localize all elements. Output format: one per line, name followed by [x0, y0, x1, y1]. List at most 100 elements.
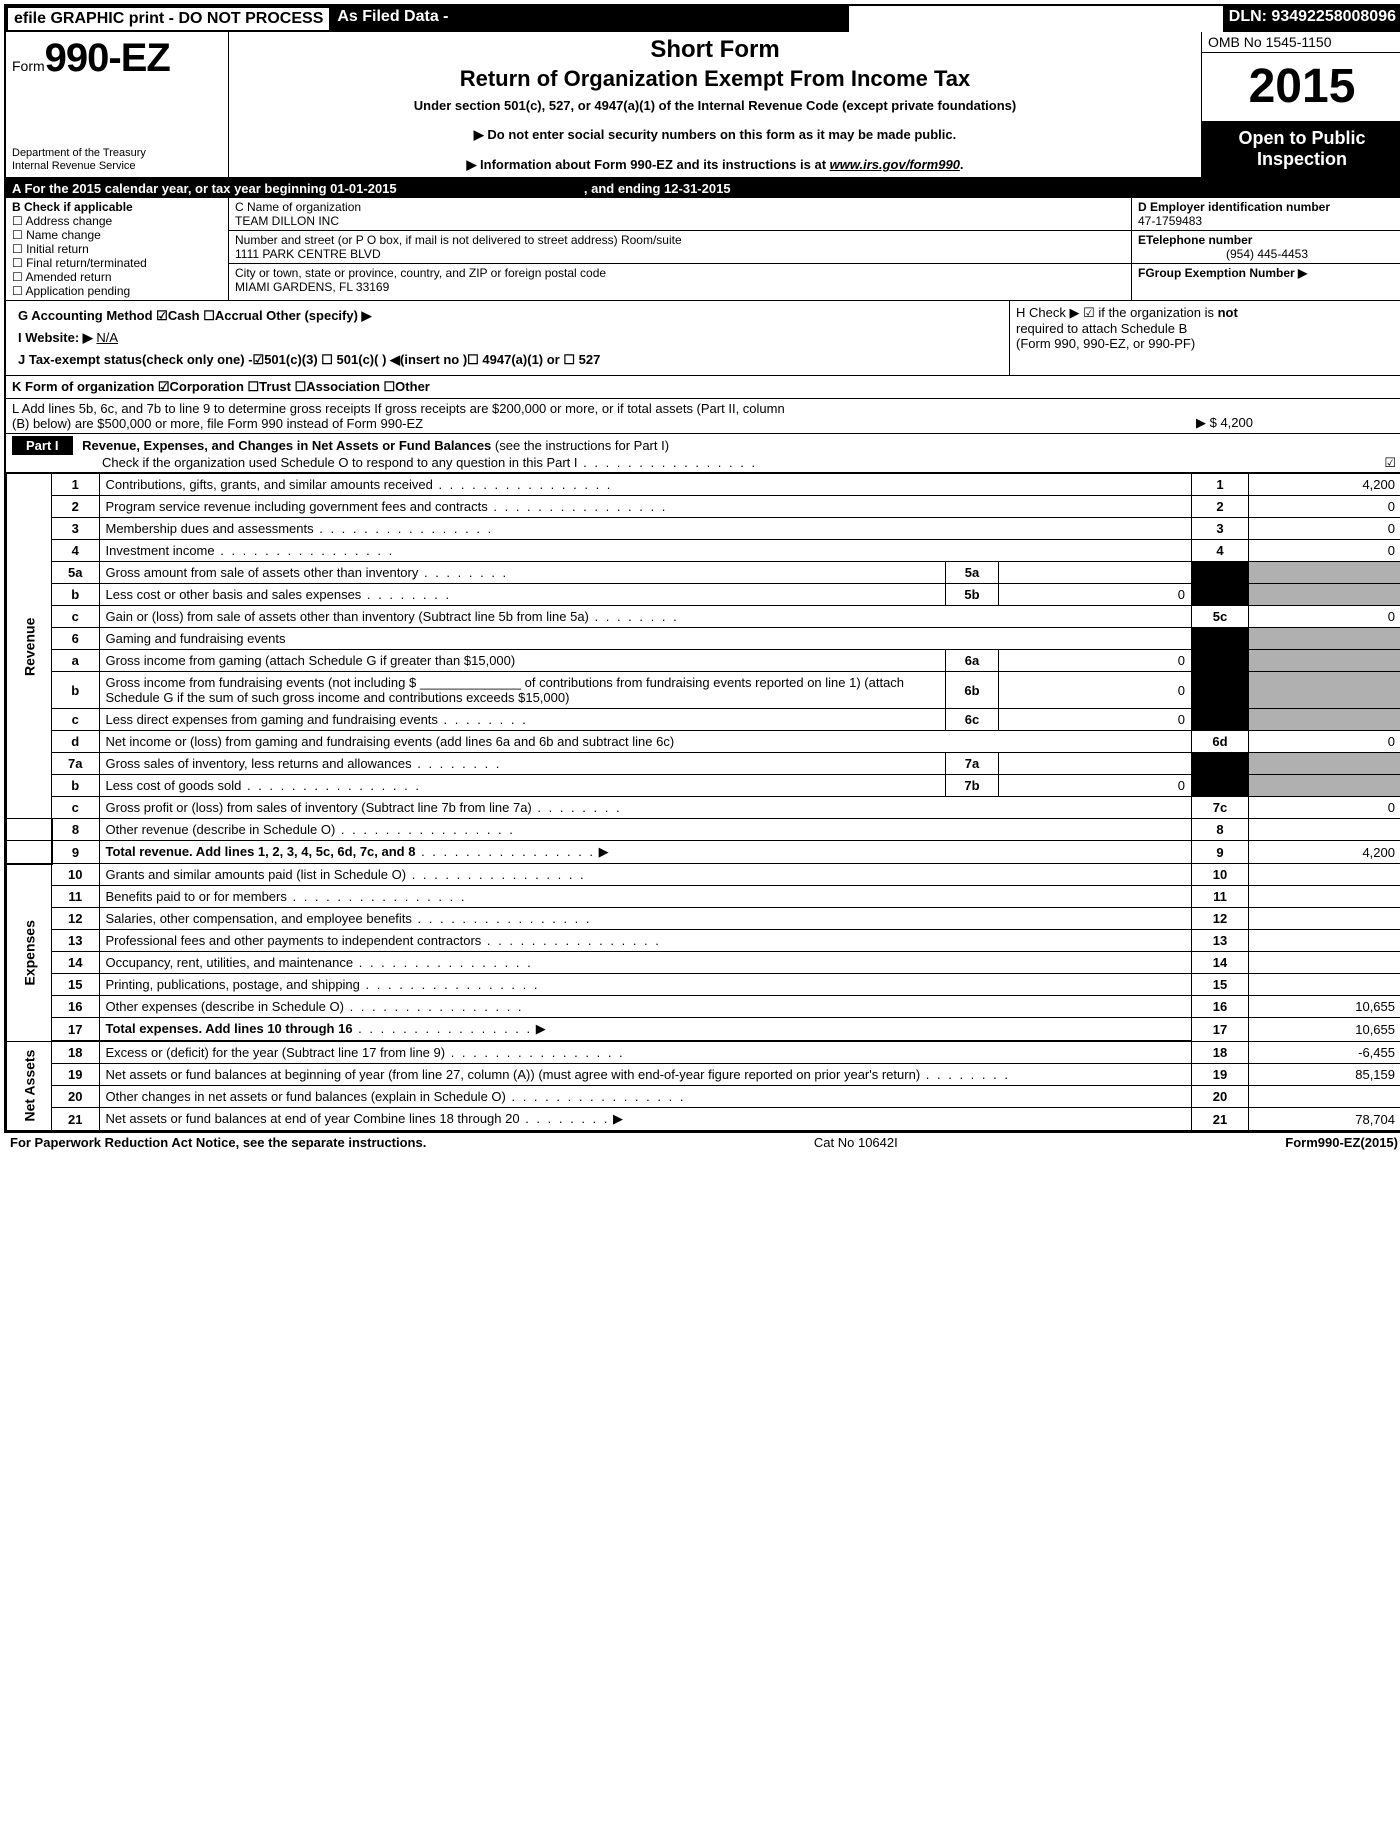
line-6c: cLess direct expenses from gaming and fu… [7, 709, 1400, 731]
inspect-1: Open to Public [1204, 128, 1400, 150]
part1-checkmark[interactable]: ☑ [1384, 455, 1396, 471]
h-l1: H Check ▶ ☑ if the organization is [1016, 305, 1218, 320]
topbar: efile GRAPHIC print - DO NOT PROCESS As … [6, 6, 1400, 32]
header-left: Form990-EZ Department of the Treasury In… [6, 32, 229, 177]
d-value: 47-1759483 [1138, 214, 1396, 228]
dln: DLN: 93492258008096 [1223, 6, 1400, 32]
box-b-title: B Check if applicable [12, 200, 222, 214]
b-item-3[interactable]: Final return/terminated [12, 256, 222, 270]
line-5b: bLess cost or other basis and sales expe… [7, 584, 1400, 606]
part1-badge: Part I [12, 436, 73, 455]
h-l2: required to attach Schedule B [1016, 321, 1187, 336]
box-g: G Accounting Method ☑Cash ☐Accrual Other… [6, 301, 1009, 375]
b-item-4[interactable]: Amended return [12, 270, 222, 284]
box-def: D Employer identification number 47-1759… [1131, 198, 1400, 300]
box-h: H Check ▶ ☑ if the organization is not r… [1009, 301, 1400, 375]
i-label: I Website: ▶ [18, 330, 93, 345]
sidelabel-revenue: Revenue [7, 474, 52, 819]
c-name: C Name of organization TEAM DILLON INC [229, 198, 1131, 231]
line-18: Net Assets 18Excess or (deficit) for the… [7, 1041, 1400, 1064]
header-right: OMB No 1545-1150 2015 Open to Public Ins… [1201, 32, 1400, 177]
subtitle: Under section 501(c), 527, or 4947(a)(1)… [235, 98, 1195, 113]
box-d: D Employer identification number 47-1759… [1132, 198, 1400, 231]
c-street: Number and street (or P O box, if mail i… [229, 231, 1131, 264]
h-l3: (Form 990, 990-EZ, or 990-PF) [1016, 336, 1195, 351]
b-item-0[interactable]: Address change [12, 214, 222, 228]
form-no-text: 990-EZ [45, 36, 170, 80]
b-item-5[interactable]: Application pending [12, 284, 222, 298]
line-5a: 5aGross amount from sale of assets other… [7, 562, 1400, 584]
irs-link[interactable]: www.irs.gov/form990 [830, 157, 960, 172]
box-e: ETelephone number (954) 445-4453 [1132, 231, 1400, 264]
i-value: N/A [96, 330, 118, 345]
line-9: 9Total revenue. Add lines 1, 2, 3, 4, 5c… [7, 841, 1400, 864]
line-6b: bGross income from fundraising events (n… [7, 672, 1400, 709]
f-label: FGroup Exemption Number ▶ [1138, 266, 1396, 280]
line-a-ending: , and ending 12-31-2015 [584, 181, 731, 196]
footer-left: For Paperwork Reduction Act Notice, see … [10, 1135, 426, 1150]
e-label: ETelephone number [1138, 233, 1396, 247]
l-line1: L Add lines 5b, 6c, and 7b to line 9 to … [12, 401, 1184, 416]
line-11: 11Benefits paid to or for members11 [7, 886, 1400, 908]
bcd-block: B Check if applicable Address change Nam… [6, 198, 1400, 301]
header-mid: Short Form Return of Organization Exempt… [229, 32, 1201, 177]
form-number: Form990-EZ [12, 36, 222, 81]
line-21: 21Net assets or fund balances at end of … [7, 1108, 1400, 1131]
line-20: 20Other changes in net assets or fund ba… [7, 1086, 1400, 1108]
h-not: not [1218, 305, 1238, 320]
line-a: A For the 2015 calendar year, or tax yea… [6, 179, 1400, 198]
line-1: Revenue 1 Contributions, gifts, grants, … [7, 474, 1400, 496]
line-13: 13Professional fees and other payments t… [7, 930, 1400, 952]
year: 2015 [1202, 53, 1400, 122]
c-city-value: MIAMI GARDENS, FL 33169 [235, 280, 1125, 294]
dept-line2: Internal Revenue Service [12, 160, 222, 173]
b-item-2[interactable]: Initial return [12, 242, 222, 256]
c-city-label: City or town, state or province, country… [235, 266, 1125, 280]
line-3: 3Membership dues and assessments30 [7, 518, 1400, 540]
b-item-1[interactable]: Name change [12, 228, 222, 242]
box-f: FGroup Exemption Number ▶ [1132, 264, 1400, 300]
title-2: Return of Organization Exempt From Incom… [235, 66, 1195, 92]
sidelabel-expenses: Expenses [7, 864, 52, 1042]
sidelabel-netassets: Net Assets [7, 1041, 52, 1131]
footer: For Paperwork Reduction Act Notice, see … [4, 1133, 1400, 1152]
box-k: K Form of organization ☑Corporation ☐Tru… [6, 376, 1400, 399]
l-amount: ▶ $ 4,200 [1190, 413, 1400, 433]
line-10: Expenses 10Grants and similar amounts pa… [7, 864, 1400, 886]
part1-header: Part I Revenue, Expenses, and Changes in… [6, 434, 1400, 473]
g-label: G Accounting Method ☑Cash ☐Accrual Other… [12, 305, 1003, 327]
box-i: I Website: ▶ N/A [12, 327, 1003, 349]
form-prefix: Form [12, 58, 45, 74]
box-c: C Name of organization TEAM DILLON INC N… [229, 198, 1131, 300]
gh-block: G Accounting Method ☑Cash ☐Accrual Other… [6, 301, 1400, 376]
box-b: B Check if applicable Address change Nam… [6, 198, 229, 300]
dept-line1: Department of the Treasury [12, 147, 222, 160]
c-city: City or town, state or province, country… [229, 264, 1131, 296]
line-a-text: A For the 2015 calendar year, or tax yea… [12, 181, 397, 196]
footer-mid: Cat No 10642I [814, 1135, 898, 1150]
line-17: 17Total expenses. Add lines 10 through 1… [7, 1018, 1400, 1042]
line-12: 12Salaries, other compensation, and empl… [7, 908, 1400, 930]
c-name-value: TEAM DILLON INC [235, 214, 1125, 228]
box-l: L Add lines 5b, 6c, and 7b to line 9 to … [6, 399, 1400, 434]
notice-1: Do not enter social security numbers on … [235, 127, 1195, 143]
line-5c: cGain or (loss) from sale of assets othe… [7, 606, 1400, 628]
footer-right: Form990-EZ(2015) [1285, 1135, 1398, 1150]
c-name-label: C Name of organization [235, 200, 1125, 214]
form-container: efile GRAPHIC print - DO NOT PROCESS As … [4, 4, 1400, 1133]
notice-2: Information about Form 990-EZ and its in… [235, 157, 1195, 173]
efile-notice: efile GRAPHIC print - DO NOT PROCESS [6, 6, 331, 32]
department: Department of the Treasury Internal Reve… [12, 147, 222, 173]
c-street-label: Number and street (or P O box, if mail i… [235, 233, 1125, 247]
as-filed: As Filed Data - [331, 6, 850, 32]
l-line2: (B) below) are $500,000 or more, file Fo… [12, 416, 1184, 431]
line-14: 14Occupancy, rent, utilities, and mainte… [7, 952, 1400, 974]
line-8: 8Other revenue (describe in Schedule O)8 [7, 819, 1400, 841]
line-6d: dNet income or (loss) from gaming and fu… [7, 731, 1400, 753]
title-1: Short Form [235, 36, 1195, 64]
line-7a: 7aGross sales of inventory, less returns… [7, 753, 1400, 775]
line-6: 6Gaming and fundraising events [7, 628, 1400, 650]
line-19: 19Net assets or fund balances at beginni… [7, 1064, 1400, 1086]
form-header: Form990-EZ Department of the Treasury In… [6, 32, 1400, 179]
part1-checkline: Check if the organization used Schedule … [102, 455, 757, 470]
